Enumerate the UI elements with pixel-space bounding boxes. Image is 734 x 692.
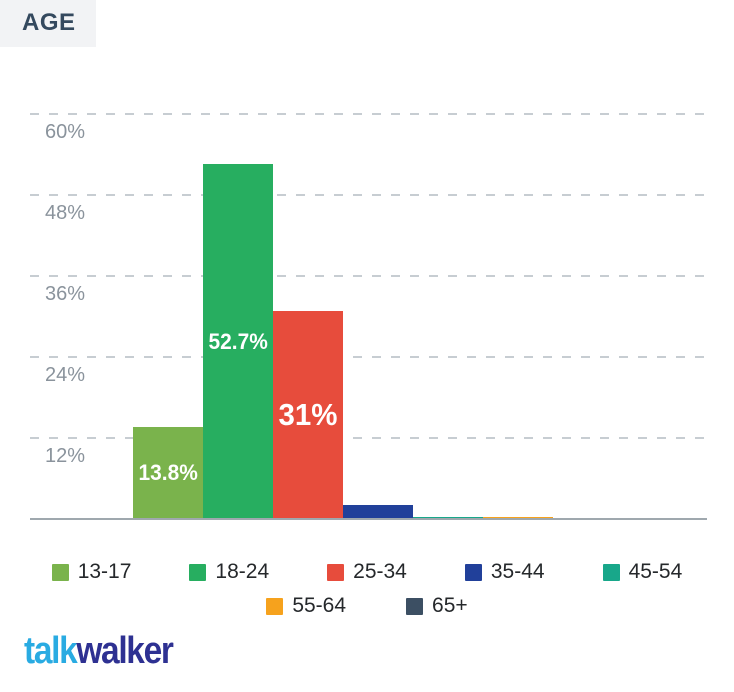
- legend-swatch-icon: [189, 563, 207, 581]
- legend-swatch-icon: [406, 597, 424, 615]
- legend-item-25-34[interactable]: 25-34: [327, 560, 407, 584]
- legend-item-18-24[interactable]: 18-24: [189, 560, 269, 584]
- logo-text-talk: talk: [24, 630, 78, 672]
- y-axis-tick-label: 36%: [45, 283, 86, 305]
- legend-swatch-icon: [602, 563, 620, 581]
- bar-value-label: 52.7%: [208, 329, 268, 355]
- legend-item-45-54[interactable]: 45-54: [602, 560, 683, 584]
- legend-item-label: 35-44: [490, 560, 545, 583]
- gridline-60%: [30, 113, 707, 115]
- legend-swatch-icon: [327, 563, 345, 581]
- chart-header: AGE: [0, 0, 96, 47]
- page-title: AGE: [22, 9, 76, 36]
- gridline-36%: [30, 275, 707, 277]
- bar-18-24[interactable]: 52.7%: [203, 164, 273, 520]
- y-axis-tick-label: 12%: [45, 445, 86, 467]
- bar-35-44[interactable]: [343, 505, 413, 520]
- gridline-24%: [30, 356, 707, 358]
- bar-value-label: 13.8%: [138, 460, 198, 486]
- legend-item-label: 55-64: [292, 594, 347, 617]
- legend-item-label: 45-54: [628, 560, 683, 583]
- gridline-48%: [30, 194, 707, 196]
- talkwalker-logo: talkwalker: [24, 630, 174, 673]
- legend-swatch-icon: [464, 563, 482, 581]
- legend-item-label: 65+: [432, 594, 468, 617]
- legend-item-label: 18-24: [215, 560, 270, 583]
- legend-item-label: 13-17: [77, 560, 132, 583]
- x-axis-line: [30, 518, 707, 520]
- legend-item-55-64[interactable]: 55-64: [266, 594, 346, 618]
- bar-13-17[interactable]: 13.8%: [133, 426, 203, 520]
- legend-item-65+[interactable]: 65+: [406, 594, 468, 618]
- legend-row-1: 13-17 18-24 25-34 35-44 45-54: [0, 560, 734, 584]
- legend-swatch-icon: [51, 563, 69, 581]
- bar-value-label: 31%: [278, 397, 338, 433]
- y-axis-tick-label: 60%: [45, 121, 86, 143]
- y-axis-tick-label: 24%: [45, 364, 86, 386]
- y-axis-tick-label: 48%: [45, 202, 86, 224]
- bar-chart-plot-area: 60% 48% 36% 24% 12% 13.8% 52.7% 31%: [30, 70, 707, 520]
- gridline-12%: [30, 437, 707, 439]
- legend-item-label: 25-34: [353, 560, 407, 583]
- logo-text-walker: walker: [76, 630, 174, 672]
- legend-item-13-17[interactable]: 13-17: [51, 560, 132, 584]
- legend-row-2: 55-64 65+: [0, 594, 734, 618]
- bar-25-34[interactable]: 31%: [273, 310, 343, 520]
- legend-swatch-icon: [266, 597, 284, 615]
- legend-item-35-44[interactable]: 35-44: [464, 560, 545, 584]
